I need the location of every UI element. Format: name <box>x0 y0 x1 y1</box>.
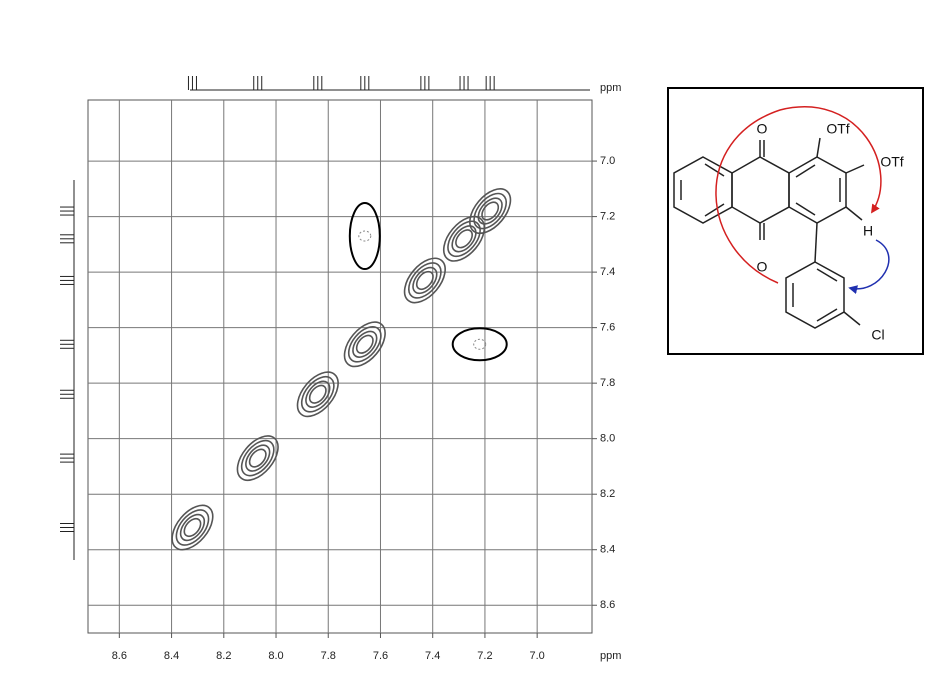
contour-ring <box>408 262 442 299</box>
contour-ring <box>451 225 477 253</box>
contour-ring <box>355 334 374 354</box>
diagonal-peak <box>296 371 339 418</box>
plot-frame <box>87 99 593 634</box>
contour-ring <box>305 380 331 408</box>
x-tick-label: 8.6 <box>112 650 127 662</box>
structure-bonds <box>673 137 865 329</box>
y-tick-label: 7.6 <box>600 322 615 334</box>
highlight-ellipse <box>451 327 508 362</box>
atom-label: O <box>757 121 768 137</box>
x-tick-label: 7.4 <box>425 650 440 662</box>
x-axis-label: ppm <box>600 650 621 662</box>
x-tick-label: 7.2 <box>477 650 492 662</box>
x-tick-label: 8.0 <box>268 650 283 662</box>
atom-label: OTf <box>880 154 903 170</box>
diagonal-peak <box>343 321 386 368</box>
contour-ring <box>171 504 214 551</box>
plot-area: 8.6 8.4 8.2 8.0 7.8 7.6 7.4 7.2 7.0 7.0 7.2 7.4 7.6 7… <box>60 76 615 662</box>
contour-ring <box>412 266 438 295</box>
atom-label: O <box>757 259 768 275</box>
contour-ring <box>343 321 386 368</box>
contour-ring <box>473 192 508 230</box>
noe-arrow <box>848 239 890 295</box>
noe-arrow <box>715 106 882 284</box>
y-tick-label: 7.2 <box>600 211 615 223</box>
contour-ring <box>469 188 512 234</box>
contour-ring <box>236 435 279 482</box>
atom-label: OTf <box>826 121 849 137</box>
contour-ring <box>183 517 202 538</box>
cross-peak <box>358 230 372 242</box>
contour-ring <box>481 201 500 221</box>
y-tick-label: 8.6 <box>600 599 615 611</box>
atom-label: Cl <box>871 327 884 343</box>
contour-ring <box>415 270 434 291</box>
diagonal-peak <box>469 188 512 234</box>
contour-ring <box>175 509 210 546</box>
diagonal-peak <box>171 504 214 551</box>
x-tick-label: 7.0 <box>530 650 545 662</box>
y-tick-label: 7.4 <box>600 266 615 278</box>
y-tick-label: 8.2 <box>600 488 615 500</box>
contour-ring <box>477 197 503 225</box>
y-tick-label: 8.0 <box>600 433 615 445</box>
contour-ring <box>347 325 382 363</box>
contour-ring <box>300 375 335 413</box>
cross-peak <box>473 338 487 350</box>
structure-panel: O OTf OTf H O Cl <box>667 87 924 355</box>
contour-ring <box>403 257 446 304</box>
x-tick-label: 7.6 <box>373 650 388 662</box>
contour-ring <box>447 220 481 258</box>
y-tick-label: 7.8 <box>600 377 615 389</box>
contour-ring <box>455 229 473 249</box>
x-tick-label: 8.4 <box>164 650 179 662</box>
contour-ring <box>308 384 327 404</box>
structure-box <box>667 87 924 355</box>
atom-label: H <box>863 223 873 239</box>
contour-ring <box>179 513 206 542</box>
contour-ring <box>248 448 267 468</box>
contour-ring <box>352 330 378 358</box>
diagonal-peak <box>236 435 279 482</box>
y-tick-label: 8.4 <box>600 544 615 556</box>
diagonal-peak <box>442 215 486 262</box>
contour-ring <box>442 215 486 262</box>
highlight-ellipse <box>348 202 381 271</box>
y-axis-label: ppm <box>600 82 621 94</box>
y-tick-label: 7.0 <box>600 155 615 167</box>
contour-ring <box>245 444 271 472</box>
x-tick-label: 7.8 <box>321 650 336 662</box>
contour-ring <box>296 371 339 418</box>
diagonal-peak <box>403 257 446 304</box>
x-tick-label: 8.2 <box>216 650 231 662</box>
contour-ring <box>240 439 275 477</box>
